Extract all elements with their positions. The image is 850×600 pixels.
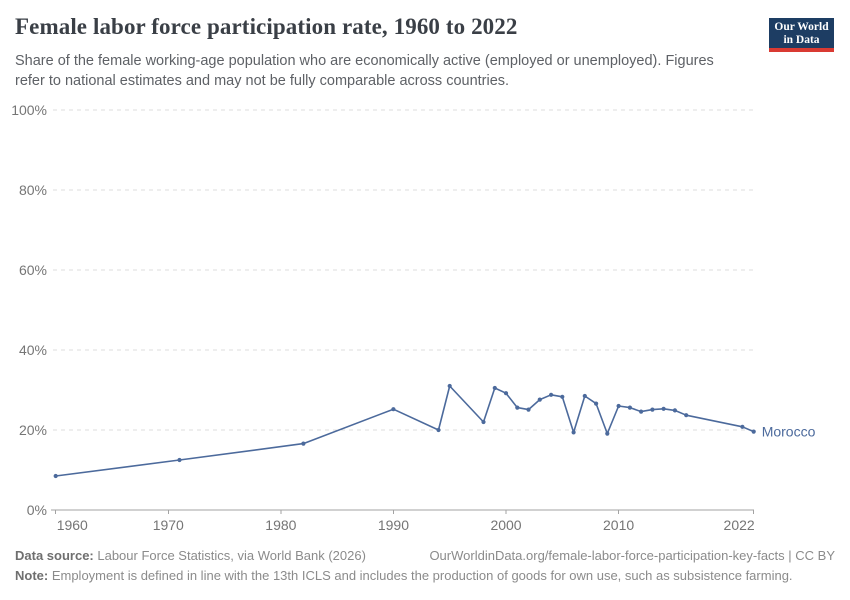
- data-point[interactable]: [537, 397, 542, 402]
- chart-subtitle: Share of the female working-age populati…: [15, 53, 714, 89]
- y-tick-label: 100%: [11, 102, 47, 118]
- data-point[interactable]: [447, 383, 452, 389]
- data-point[interactable]: [177, 457, 182, 463]
- x-tick-label: 1990: [378, 517, 409, 533]
- x-tick-label: 2000: [490, 517, 521, 533]
- data-point[interactable]: [650, 407, 655, 412]
- data-point[interactable]: [515, 405, 520, 410]
- data-point[interactable]: [391, 407, 396, 412]
- line-chart-plot[interactable]: 0% 20% 40% 60% 80% 100% 1960 1970 1980 1990 2000 20…: [0, 95, 850, 540]
- data-point[interactable]: [672, 408, 678, 413]
- note-text: Employment is defined in line with the 1…: [48, 568, 793, 583]
- data-point[interactable]: [639, 409, 644, 414]
- y-tick-label: 0%: [27, 502, 47, 518]
- x-tick-label: 2010: [603, 517, 634, 533]
- chart-footer: Data source: Labour Force Statistics, vi…: [15, 548, 835, 564]
- x-tick-label: 1970: [153, 517, 184, 533]
- data-source-text: Labour Force Statistics, via World Bank …: [93, 548, 366, 563]
- data-point[interactable]: [605, 431, 610, 436]
- data-point[interactable]: [526, 407, 531, 412]
- x-tick-label: 2022: [724, 517, 755, 533]
- data-point[interactable]: [571, 430, 576, 435]
- series-entity-label[interactable]: Morocco: [762, 424, 816, 440]
- x-tick-label: 1980: [265, 517, 296, 533]
- chart-note: Note: Employment is defined in line with…: [15, 568, 835, 584]
- y-tick-label: 60%: [19, 262, 47, 278]
- series-line[interactable]: [54, 385, 755, 477]
- chart-url-link[interactable]: OurWorldinData.org/female-labor-force-pa…: [429, 548, 835, 563]
- data-point[interactable]: [627, 405, 633, 410]
- data-point[interactable]: [301, 441, 306, 446]
- data-point[interactable]: [751, 429, 756, 434]
- data-point[interactable]: [582, 393, 587, 399]
- data-point[interactable]: [740, 424, 745, 429]
- data-point[interactable]: [53, 473, 58, 479]
- owid-logo[interactable]: Our World in Data: [769, 18, 834, 52]
- data-source-line: Data source: Labour Force Statistics, vi…: [15, 548, 366, 564]
- y-tick-label: 80%: [19, 182, 47, 198]
- x-tick-label: 1960: [57, 517, 88, 533]
- data-point[interactable]: [481, 419, 486, 425]
- data-point[interactable]: [594, 401, 599, 406]
- data-point[interactable]: [492, 385, 497, 391]
- y-tick-label: 20%: [19, 422, 47, 438]
- data-point[interactable]: [549, 392, 554, 397]
- data-point[interactable]: [684, 413, 689, 418]
- data-source-label: Data source:: [15, 548, 94, 563]
- owid-logo-line1: Our World: [774, 21, 829, 33]
- data-point[interactable]: [560, 394, 565, 399]
- data-point[interactable]: [436, 427, 441, 433]
- data-point[interactable]: [661, 406, 666, 411]
- note-label: Note:: [15, 568, 49, 583]
- owid-logo-line2: in Data: [783, 34, 820, 46]
- data-point[interactable]: [616, 403, 621, 409]
- page-title: Female labor force participation rate, 1…: [15, 14, 518, 39]
- y-tick-label: 40%: [19, 342, 47, 358]
- data-point[interactable]: [503, 391, 509, 396]
